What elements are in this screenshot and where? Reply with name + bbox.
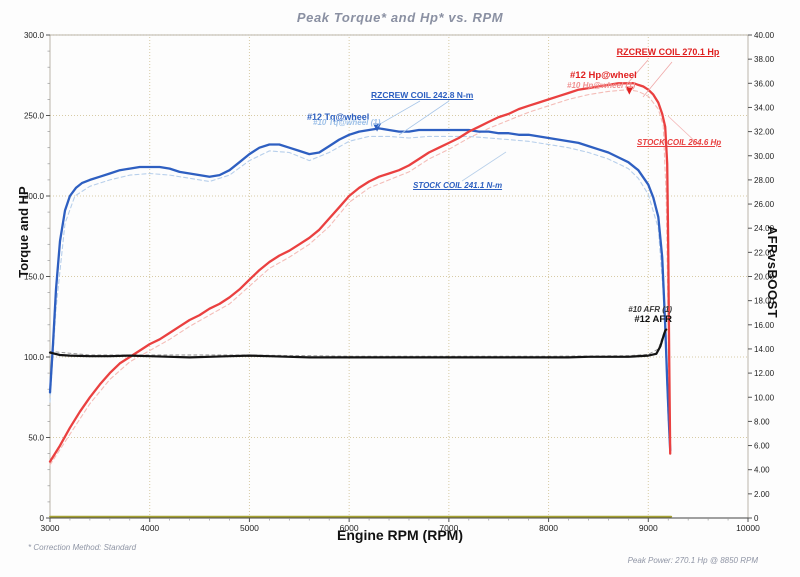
- annotation-rzcrew-tq: RZCREW COIL 242.8 N-m: [371, 90, 474, 100]
- y-right-tick-label: 16.00: [754, 321, 775, 330]
- leader-line: [642, 61, 673, 98]
- annotation-hp10: #10 Hp@wheel (1): [567, 81, 636, 90]
- series-hp12: [48, 81, 672, 463]
- peak-marker-arrow: [373, 123, 382, 132]
- leader-line: [461, 151, 507, 182]
- y-right-tick-label: 32.00: [754, 128, 775, 137]
- annotation-stock-hp: STOCK COIL 264.6 Hp: [637, 138, 722, 147]
- x-tick-label: 8000: [539, 523, 558, 533]
- series-tq12: [48, 127, 672, 452]
- y-right-tick-label: 28.00: [754, 176, 775, 185]
- series-afr10: [49, 327, 666, 357]
- x-tick-label: 7000: [439, 523, 458, 533]
- y-right-tick-label: 14.00: [754, 345, 775, 354]
- series-hp10: [49, 89, 670, 466]
- peak-marker-arrow: [625, 86, 634, 95]
- peak-power-note: Peak Power: 270.1 Hp @ 8850 RPM: [627, 556, 758, 565]
- y-left-tick-label: 50.0: [28, 434, 44, 443]
- y-right-tick-label: 26.00: [754, 200, 775, 209]
- x-tick-label: 9000: [639, 523, 658, 533]
- leader-line: [626, 59, 649, 85]
- y-right-tick-label: 30.00: [754, 152, 775, 161]
- y-right-tick-label: 10.00: [754, 393, 775, 402]
- annotation-afr10: #10 AFR (1): [628, 305, 672, 314]
- leader-line: [667, 115, 701, 147]
- annotation-hp12: #12 Hp@wheel: [570, 70, 637, 81]
- leader-line: [398, 100, 450, 136]
- y-right-tick-label: 2.00: [754, 490, 770, 499]
- annotation-tq12: #12 Tq@wheel: [307, 112, 370, 122]
- y-right-tick-label: 22.00: [754, 248, 775, 257]
- y-right-tick-label: 12.00: [754, 369, 775, 378]
- x-tick-label: 10000: [736, 523, 760, 533]
- x-axis-title: Engine RPM (RPM): [337, 527, 463, 543]
- x-tick-label: 5000: [240, 523, 259, 533]
- y-left-tick-label: 300.0: [24, 31, 45, 40]
- series-tq10: [49, 135, 669, 422]
- y-axis-left-title: Torque and HP: [16, 186, 31, 278]
- y-right-tick-label: 8.00: [754, 417, 770, 426]
- annotation-stock-tq: STOCK COIL 241.1 N-m: [413, 181, 503, 190]
- leader-line: [379, 100, 421, 125]
- y-left-tick-label: 0: [40, 514, 45, 523]
- series-afr12: [48, 328, 668, 359]
- x-tick-label: 3000: [41, 523, 60, 533]
- y-right-tick-label: 18.00: [754, 297, 775, 306]
- y-right-tick-label: 34.00: [754, 103, 775, 112]
- y-right-tick-label: 20.00: [754, 273, 775, 282]
- x-tick-label: 6000: [340, 523, 359, 533]
- y-right-tick-label: 38.00: [754, 55, 775, 64]
- annotation-rzcrew-hp: RZCREW COIL 270.1 Hp: [616, 47, 720, 57]
- x-tick-label: 4000: [140, 523, 159, 533]
- y-left-tick-label: 250.0: [24, 112, 45, 121]
- annotation-afr12: #12 AFR: [634, 314, 672, 325]
- y-right-tick-label: 40.00: [754, 31, 775, 40]
- annotation-tq10: #10 Tq@wheel (1): [313, 118, 381, 127]
- y-right-tick-label: 36.00: [754, 79, 775, 88]
- y-right-tick-label: 0: [754, 514, 759, 523]
- y-axis-right-title: AFRvsBOOST: [765, 225, 780, 319]
- y-right-tick-label: 24.00: [754, 224, 775, 233]
- y-left-tick-label: 150.0: [24, 273, 45, 282]
- correction-method-note: * Correction Method: Standard: [28, 543, 137, 552]
- y-right-tick-label: 4.00: [754, 466, 770, 475]
- y-left-tick-label: 100.0: [24, 353, 45, 362]
- y-right-tick-label: 6.00: [754, 442, 770, 451]
- page-title: Peak Torque* and Hp* vs. RPM: [296, 10, 504, 25]
- y-left-tick-label: 200.0: [24, 192, 45, 201]
